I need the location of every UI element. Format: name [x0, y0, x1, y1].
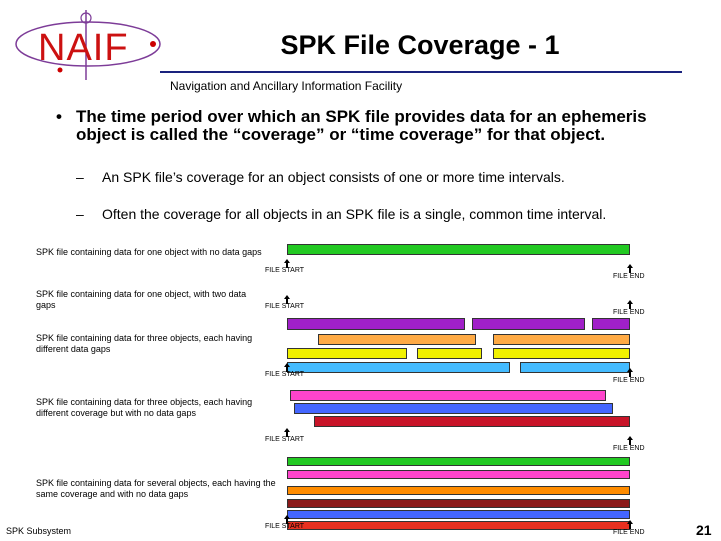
- file-end-label: FILE END: [613, 529, 645, 536]
- row-caption: SPK file containing data for several obj…: [36, 478, 276, 499]
- header-divider: [160, 71, 682, 73]
- file-start-marker-icon: [284, 259, 290, 263]
- coverage-bar: [592, 318, 630, 330]
- file-start-marker-icon: [284, 515, 290, 519]
- coverage-bar: [287, 348, 408, 359]
- coverage-bar: [287, 457, 630, 466]
- sub-bullet-text: Often the coverage for all objects in an…: [102, 206, 607, 222]
- main-bullet-text: The time period over which an SPK file p…: [76, 107, 647, 144]
- file-end-label: FILE END: [613, 445, 645, 452]
- row-caption: SPK file containing data for three objec…: [36, 397, 253, 418]
- file-end-marker-icon: [627, 264, 633, 268]
- file-end-marker-icon: [627, 300, 633, 304]
- file-start-tick: [286, 366, 288, 372]
- file-end-tick: [629, 371, 631, 377]
- sub-bullet: – Often the coverage for all objects in …: [76, 207, 696, 222]
- row-caption: SPK file containing data for three objec…: [36, 333, 253, 354]
- file-end-label: FILE END: [613, 377, 645, 384]
- file-start-marker-icon: [284, 363, 290, 367]
- file-end-tick: [629, 523, 631, 529]
- coverage-bar: [314, 416, 630, 427]
- file-start-tick: [286, 262, 288, 268]
- file-start-tick: [286, 431, 288, 437]
- file-end-marker-icon: [627, 368, 633, 372]
- file-start-label: FILE START: [265, 267, 305, 274]
- file-start-label: FILE START: [265, 371, 305, 378]
- coverage-bar: [492, 348, 630, 359]
- dash-icon: –: [76, 206, 84, 222]
- file-start-label: FILE START: [265, 436, 305, 443]
- coverage-bar: [492, 334, 630, 345]
- coverage-bar: [287, 521, 630, 530]
- coverage-bar: [287, 244, 630, 255]
- bullet-dot-icon: •: [56, 107, 62, 126]
- file-start-tick: [286, 518, 288, 524]
- logo-dot-left: [57, 67, 63, 73]
- file-start-tick: [286, 298, 288, 304]
- file-end-tick: [629, 439, 631, 445]
- file-start-marker-icon: [284, 295, 290, 299]
- coverage-bar: [290, 390, 606, 401]
- coverage-bar: [520, 362, 630, 373]
- footer-label: SPK Subsystem: [6, 526, 72, 536]
- coverage-bar: [287, 499, 630, 508]
- coverage-bar: [287, 470, 630, 479]
- file-end-marker-icon: [627, 436, 633, 440]
- dash-icon: –: [76, 169, 84, 185]
- coverage-bar: [287, 510, 630, 519]
- logo-top-circle: [80, 12, 92, 24]
- coverage-bar: [287, 486, 630, 495]
- coverage-bar: [317, 334, 476, 345]
- coverage-bar: [417, 348, 483, 359]
- file-end-tick: [629, 303, 631, 309]
- main-bullet: • The time period over which an SPK file…: [56, 108, 686, 144]
- file-end-label: FILE END: [613, 273, 645, 280]
- row-caption: SPK file containing data for one object …: [36, 247, 262, 257]
- file-start-marker-icon: [284, 428, 290, 432]
- logo-dot-right: [150, 41, 156, 47]
- coverage-bar: [293, 403, 613, 414]
- row-caption: SPK file containing data for one object,…: [36, 289, 247, 310]
- page-number: 21: [696, 522, 712, 538]
- file-end-marker-icon: [627, 520, 633, 524]
- file-start-label: FILE START: [265, 523, 305, 530]
- coverage-bar: [287, 318, 466, 330]
- file-start-label: FILE START: [265, 303, 305, 310]
- coverage-bar: [287, 362, 510, 373]
- page-subtitle: Navigation and Ancillary Information Fac…: [170, 79, 403, 93]
- file-end-tick: [629, 267, 631, 273]
- page-title: SPK File Coverage - 1: [280, 30, 560, 60]
- naif-logo: NAIF: [15, 10, 161, 80]
- sub-bullet-text: An SPK file’s coverage for an object con…: [102, 169, 565, 185]
- file-end-label: FILE END: [613, 309, 645, 316]
- sub-bullet: – An SPK file’s coverage for an object c…: [76, 170, 696, 185]
- coverage-bar: [472, 318, 586, 330]
- logo-text: NAIF: [38, 27, 129, 69]
